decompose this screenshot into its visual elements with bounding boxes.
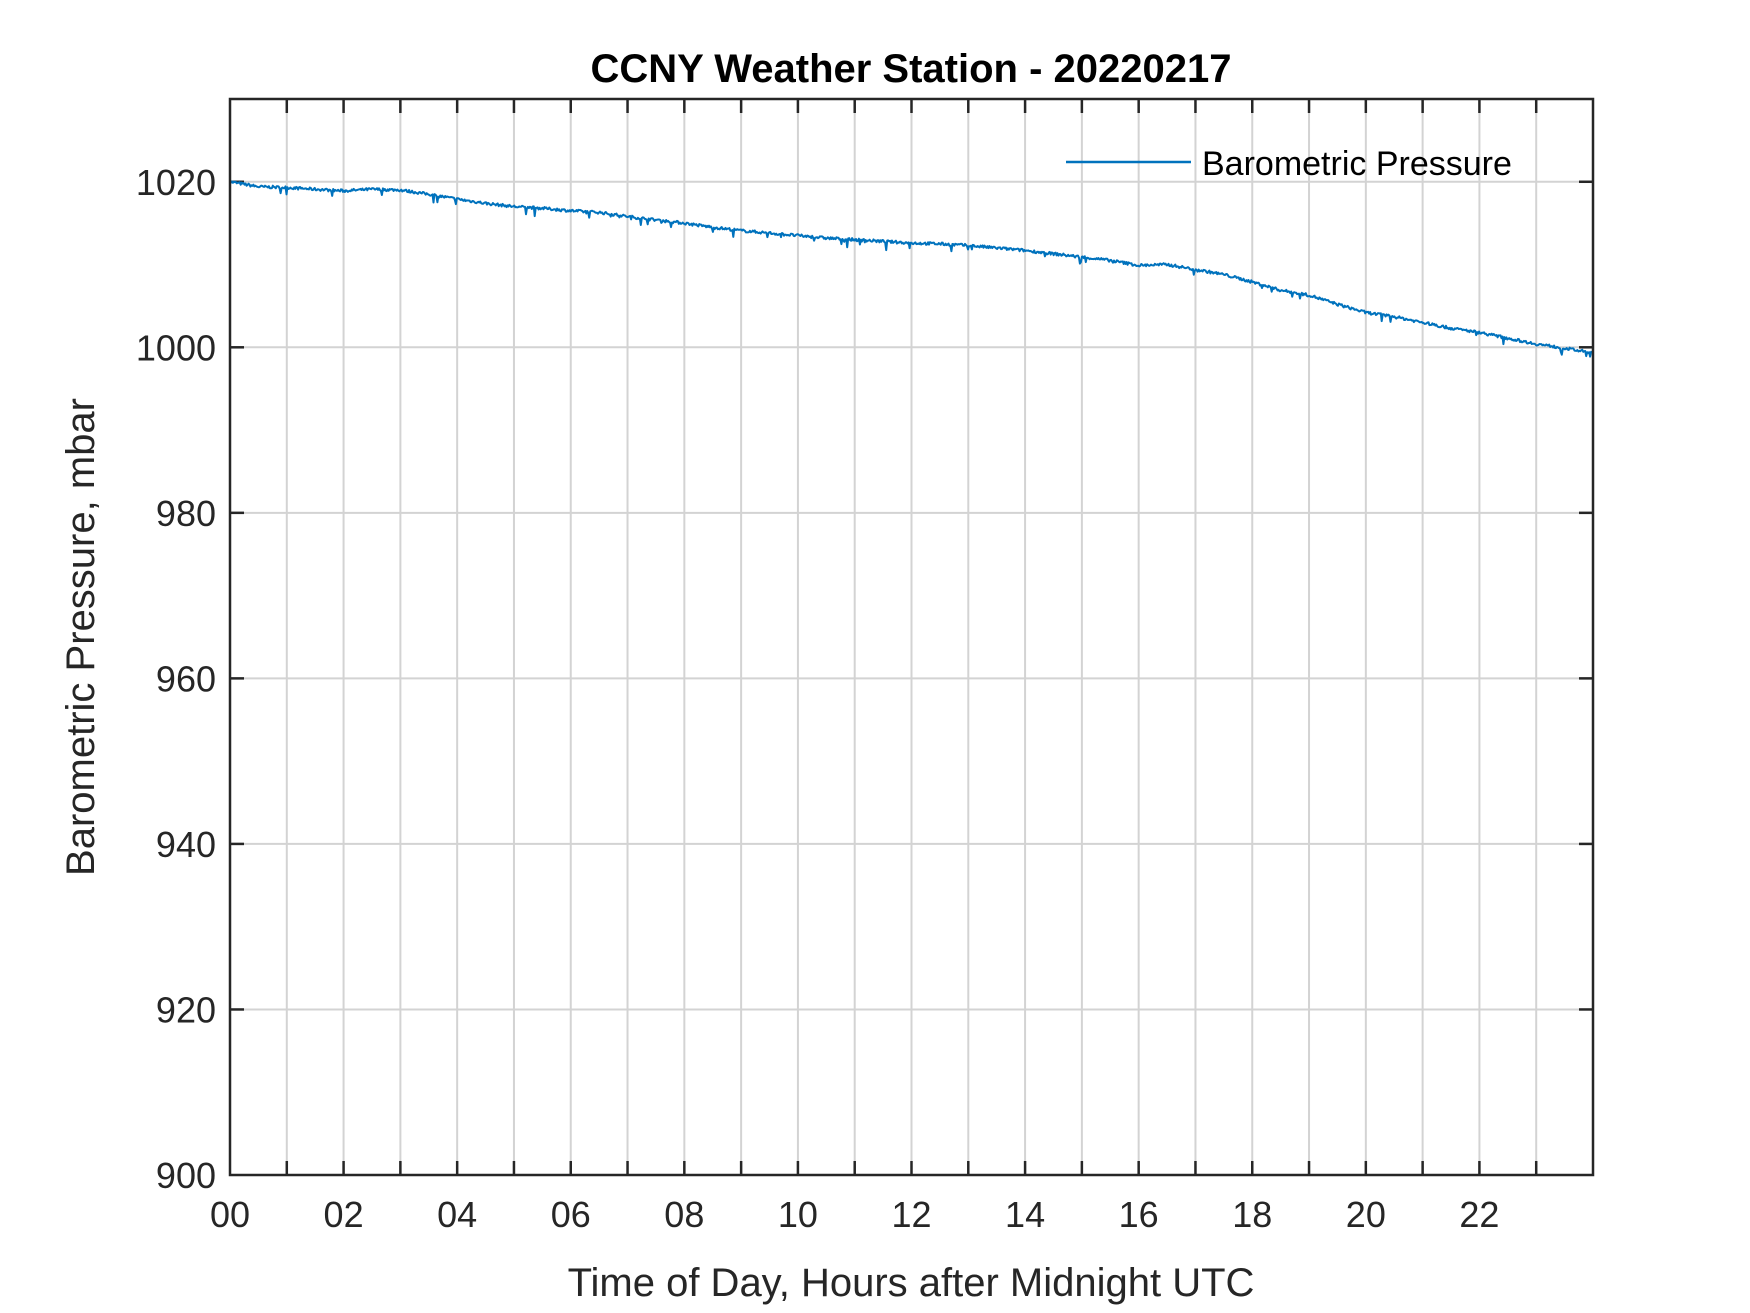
legend-label: Barometric Pressure <box>1202 145 1512 183</box>
series-line-barometric-pressure <box>229 180 1594 358</box>
y-tick-label: 920 <box>156 989 216 1030</box>
legend[interactable]: Barometric Pressure <box>1066 145 1512 183</box>
y-tick-label: 940 <box>156 824 216 865</box>
x-tick-label: 04 <box>437 1194 477 1235</box>
x-tick-label: 08 <box>664 1194 704 1235</box>
plot-frame <box>228 97 1595 1177</box>
x-tick-label: 02 <box>324 1194 364 1235</box>
y-tick-label: 1000 <box>136 327 216 368</box>
ticks <box>230 99 1593 1175</box>
y-tick-label: 980 <box>156 493 216 534</box>
x-tick-label: 22 <box>1459 1194 1499 1235</box>
x-tick-label: 10 <box>778 1194 818 1235</box>
x-tick-label: 14 <box>1005 1194 1045 1235</box>
x-tick-label: 18 <box>1232 1194 1272 1235</box>
x-tick-label: 16 <box>1119 1194 1159 1235</box>
y-axis-label: Barometric Pressure, mbar <box>59 398 103 876</box>
x-tick-labels: 00 02 04 06 08 10 12 14 16 18 20 22 <box>210 1194 1499 1235</box>
x-tick-label: 12 <box>891 1194 931 1235</box>
x-tick-label: 00 <box>210 1194 250 1235</box>
y-tick-label: 900 <box>156 1155 216 1196</box>
chart-title: CCNY Weather Station - 20220217 <box>591 47 1232 91</box>
x-tick-label: 20 <box>1346 1194 1386 1235</box>
series-layer <box>229 180 1594 358</box>
grid <box>230 99 1593 1175</box>
y-tick-label: 1020 <box>136 162 216 203</box>
y-tick-labels: 900 920 940 960 980 1000 1020 <box>136 162 216 1196</box>
y-tick-label: 960 <box>156 658 216 699</box>
x-axis-label: Time of Day, Hours after Midnight UTC <box>568 1261 1255 1305</box>
x-tick-label: 06 <box>551 1194 591 1235</box>
